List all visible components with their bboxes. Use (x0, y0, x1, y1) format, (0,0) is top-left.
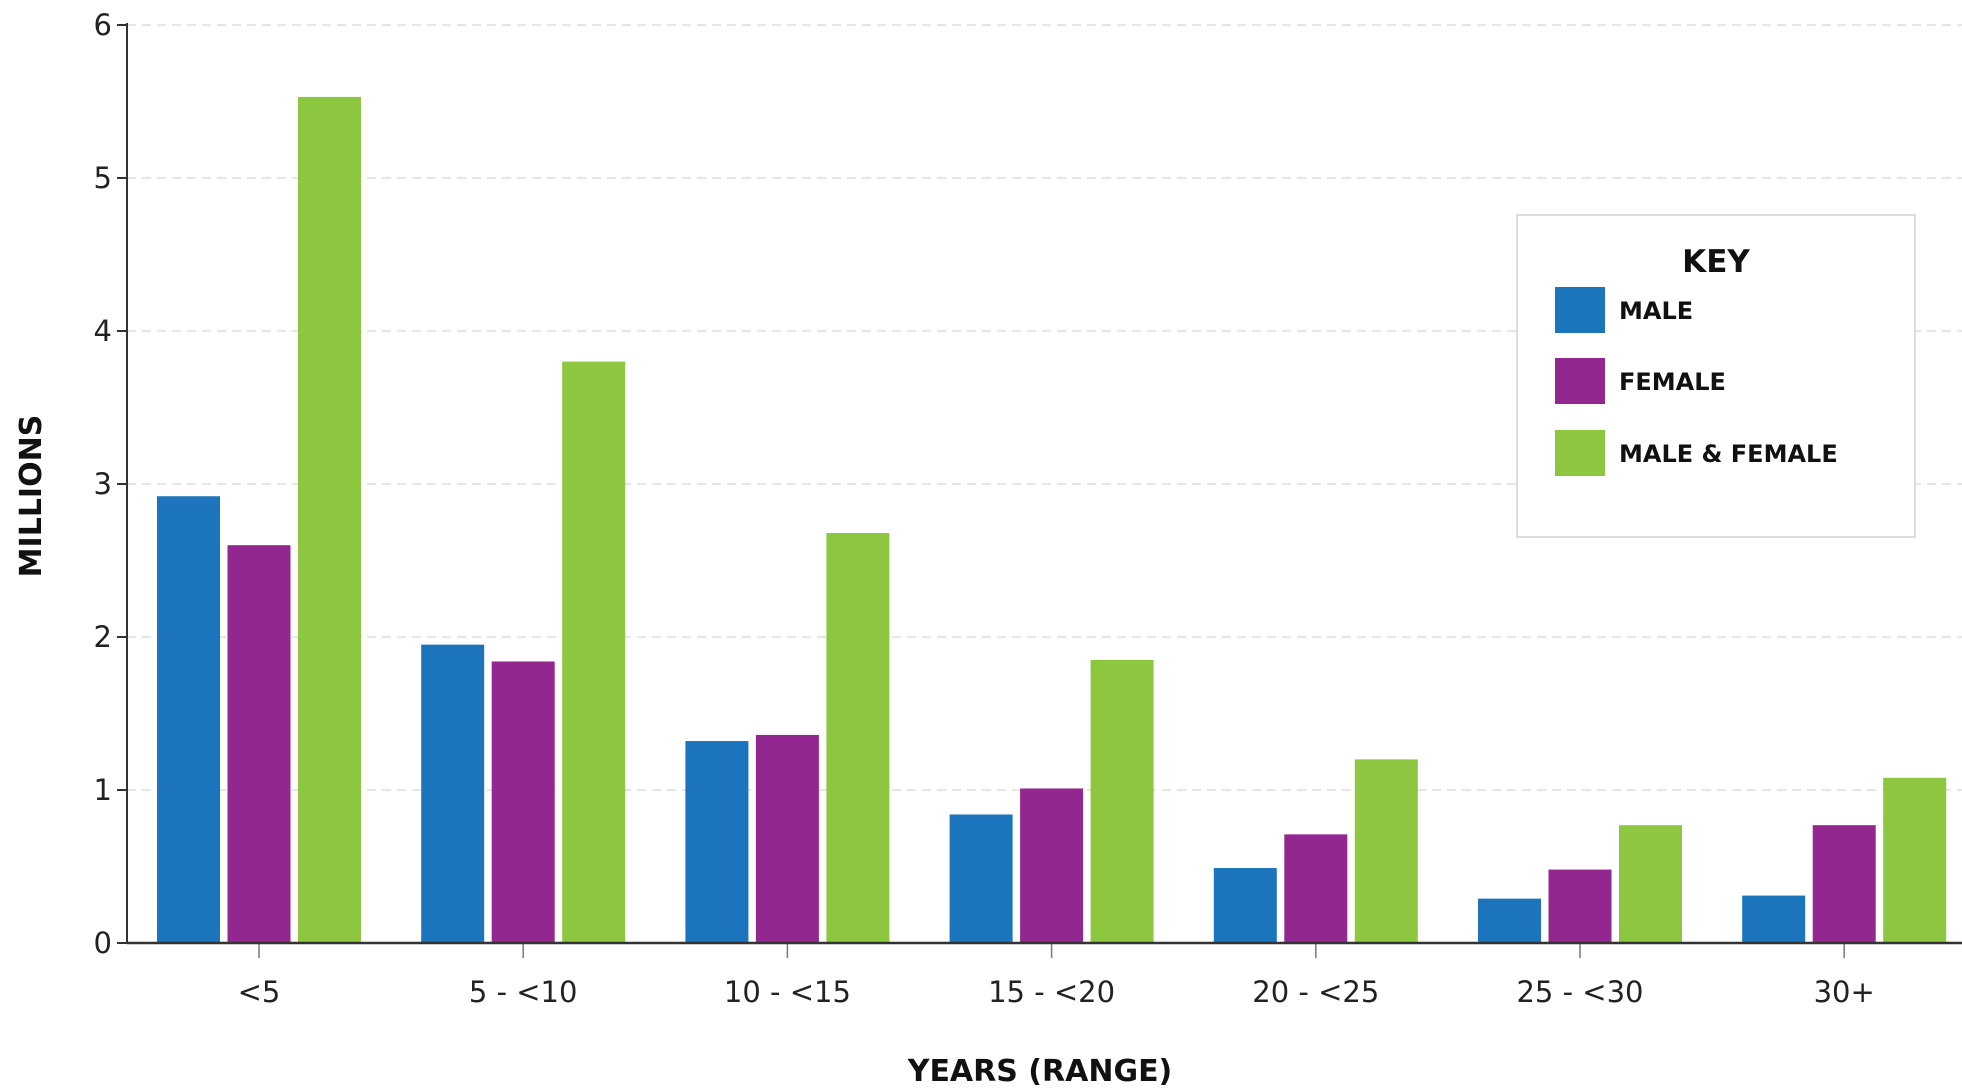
x-tick-labels: <5 5 - <10 10 - <15 15 - <20 20 - <25 25 - <3… (238, 975, 1875, 1009)
bars (157, 96, 1947, 944)
x-tick-label: 5 - <10 (469, 975, 578, 1009)
x-tick-label: 25 - <30 (1516, 975, 1643, 1009)
bar (1354, 759, 1418, 943)
y-tick-label: 6 (94, 8, 112, 42)
y-tick-label: 1 (94, 773, 112, 807)
bar (1020, 788, 1084, 943)
x-axis-title: YEARS (RANGE) (907, 1054, 1173, 1089)
legend-label: FEMALE (1619, 368, 1726, 396)
y-tick-label: 2 (94, 620, 112, 654)
y-tick-label: 4 (94, 314, 112, 348)
bar (826, 532, 890, 943)
x-tick-label: 30+ (1814, 975, 1875, 1009)
x-tick-label: 20 - <25 (1252, 975, 1379, 1009)
axes (117, 23, 1962, 958)
bar (491, 661, 555, 943)
bar (1090, 659, 1154, 943)
y-axis-title: MILLIONS (14, 415, 49, 578)
bar (157, 496, 220, 943)
bar (1619, 825, 1682, 943)
legend-swatch (1555, 287, 1605, 333)
bar (1812, 825, 1876, 943)
x-tick-label: 10 - <15 (724, 975, 851, 1009)
y-tick-label: 3 (94, 467, 112, 501)
bar (685, 741, 749, 943)
bar (298, 96, 361, 943)
x-tick-label: <5 (238, 975, 281, 1009)
bar (1284, 834, 1348, 943)
legend-swatch (1555, 430, 1605, 476)
bar (562, 361, 626, 944)
bar (1213, 868, 1277, 943)
y-tick-label: 5 (94, 161, 112, 195)
bar (949, 814, 1013, 943)
bar (1548, 869, 1612, 943)
bar (227, 545, 291, 943)
legend-label: MALE & FEMALE (1619, 440, 1838, 468)
y-tick-labels: 0 1 2 3 4 5 6 (94, 8, 112, 960)
legend-label: MALE (1619, 297, 1693, 325)
legend-items: MALE FEMALE MALE & FEMALE (1555, 287, 1838, 476)
legend-title: KEY (1682, 244, 1750, 280)
bar (1742, 895, 1806, 943)
bar (1478, 898, 1541, 943)
legend: KEY MALE FEMALE MALE & FEMALE (1516, 214, 1916, 538)
bar (421, 644, 485, 943)
x-tick-label: 15 - <20 (988, 975, 1115, 1009)
y-tick-label: 0 (94, 926, 112, 960)
legend-swatch (1555, 358, 1605, 404)
bar (755, 734, 819, 943)
bar (1883, 777, 1947, 943)
